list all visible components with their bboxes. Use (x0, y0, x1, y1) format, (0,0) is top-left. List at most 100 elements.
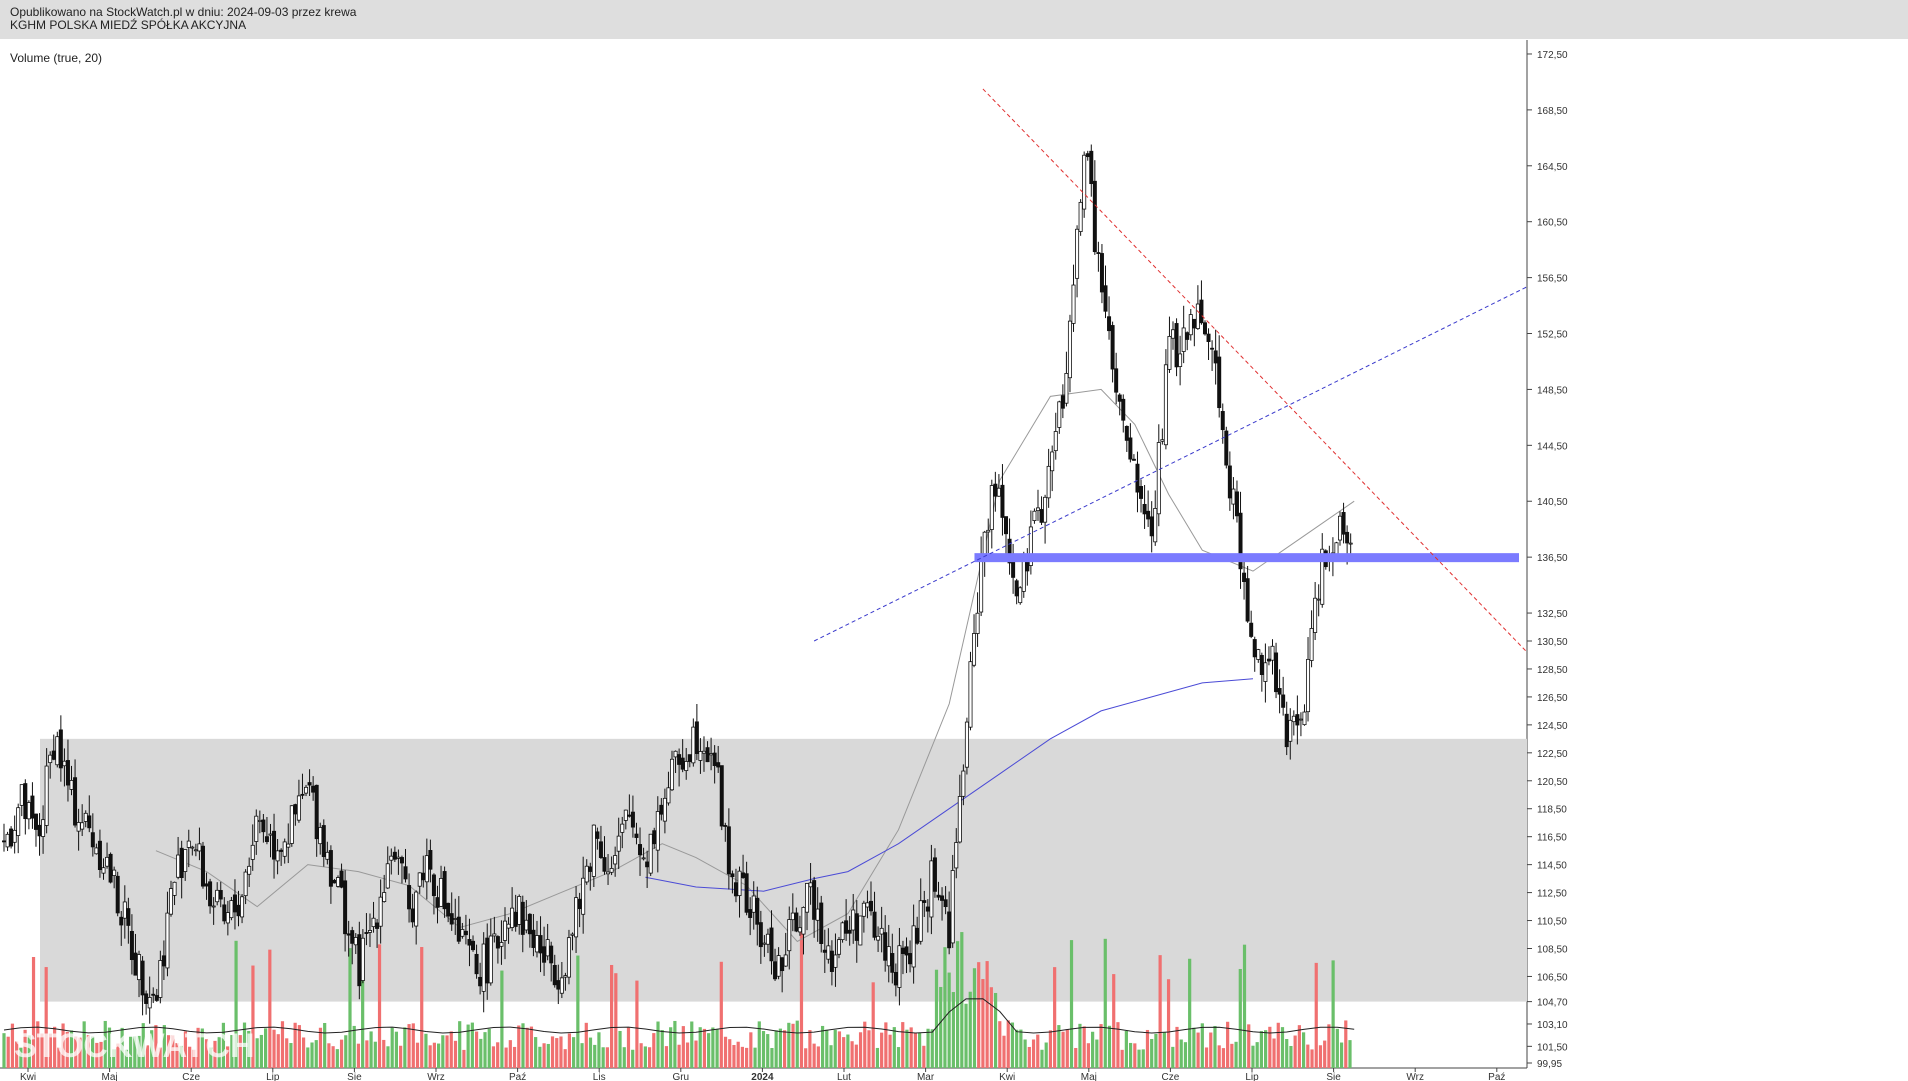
candle-body (1096, 252, 1101, 254)
candle-body (1039, 509, 1044, 523)
candle-body (1139, 486, 1144, 499)
volume-bar (977, 962, 981, 1068)
volume-bar (470, 1022, 474, 1068)
volume-bar (614, 973, 618, 1068)
volume-bar (833, 1029, 837, 1068)
candle-body (1348, 542, 1353, 545)
candle-body (272, 830, 277, 860)
candle-body (76, 822, 81, 832)
candle-body (723, 825, 728, 827)
candle-body (1206, 333, 1211, 342)
candle-body (431, 874, 436, 897)
volume-bar (943, 947, 947, 1068)
candle-body (48, 754, 53, 764)
volume-bar (858, 1032, 863, 1068)
candle-body (751, 895, 756, 913)
volume-bar (1006, 1020, 1010, 1068)
volume-bar (635, 980, 639, 1068)
candle-body (858, 915, 863, 946)
candle-body (1103, 285, 1108, 312)
price-tick-label: 118,50 (1537, 805, 1567, 816)
candle-body (1011, 559, 1016, 578)
volume-bar (1310, 1049, 1314, 1068)
volume-bar (647, 1047, 652, 1068)
volume-bar (1200, 1023, 1204, 1068)
volume-bar (639, 1043, 643, 1068)
candle-body (957, 796, 962, 843)
volume-bar (808, 1030, 812, 1068)
candle-body (396, 856, 401, 859)
volume-bar (209, 1047, 213, 1068)
candle-body (1224, 430, 1229, 466)
candle-body (1238, 512, 1243, 570)
candle-body (158, 960, 163, 998)
volume-bar (116, 1043, 120, 1068)
volume-bar (1150, 1038, 1154, 1068)
volume-bar (314, 1040, 318, 1068)
candle-body (769, 927, 774, 962)
candle-body (399, 857, 404, 864)
candle-body (694, 721, 699, 754)
volume-bar (462, 1049, 466, 1068)
candle-body (1124, 425, 1129, 441)
volume-bar (348, 948, 352, 1068)
volume-bar (694, 1040, 698, 1068)
volume-bar (107, 1027, 112, 1068)
volume-bar (306, 1047, 310, 1068)
volume-bar (251, 965, 255, 1068)
candle-body (1309, 628, 1314, 661)
candle-body (232, 894, 237, 913)
candle-body (343, 880, 348, 935)
volume-bar (162, 1025, 166, 1068)
candle-body (638, 844, 643, 856)
candle-body (1210, 347, 1215, 350)
time-tick-label: Wrz (427, 1072, 445, 1081)
volume-bar (1027, 1046, 1031, 1068)
volume-bar (829, 1045, 833, 1068)
candle-body (1245, 578, 1250, 622)
volume-bar (432, 1042, 436, 1068)
volume-bar (1107, 1025, 1112, 1068)
volume-bar (656, 1021, 660, 1068)
volume-bar (1293, 1035, 1297, 1068)
volume-bar (1175, 1026, 1179, 1068)
candle-body (1306, 658, 1311, 713)
volume-bar (504, 1047, 508, 1068)
candle-body (23, 783, 28, 820)
time-tick-label: Gru (672, 1072, 689, 1081)
candle-body (922, 900, 927, 903)
candle-body (506, 923, 511, 929)
volume-bar (1344, 1020, 1348, 1068)
candle-body (1107, 316, 1112, 332)
volume-bar (289, 1043, 293, 1068)
candle-body (90, 832, 95, 848)
volume-bar (1099, 1024, 1103, 1068)
volume-bar (850, 1041, 854, 1068)
candle-body (268, 833, 273, 836)
volume-bar (112, 1049, 116, 1068)
candle-body (982, 531, 987, 556)
candle-body (733, 882, 738, 897)
volume-bar (10, 1023, 15, 1068)
volume-bar (1010, 1022, 1015, 1068)
volume-bar (550, 1036, 555, 1068)
candle-body (829, 950, 834, 972)
candle-body (193, 849, 198, 852)
candle-body (240, 896, 245, 918)
candle-body (854, 913, 859, 941)
time-tick-label: Sie (347, 1072, 362, 1081)
candle-body (1242, 572, 1247, 582)
candle-body (307, 782, 312, 786)
candle-body (407, 885, 412, 910)
candle-body (1249, 622, 1254, 637)
candle-body (474, 953, 479, 975)
volume-average-line (3, 998, 1355, 1034)
volume-bar (247, 1030, 251, 1068)
volume-bar (1145, 1029, 1150, 1068)
candle-body (868, 900, 873, 912)
volume-bar (175, 1043, 179, 1068)
candle-body (1185, 332, 1190, 340)
volume-bar (521, 1023, 525, 1068)
volume-bar (707, 1033, 711, 1068)
